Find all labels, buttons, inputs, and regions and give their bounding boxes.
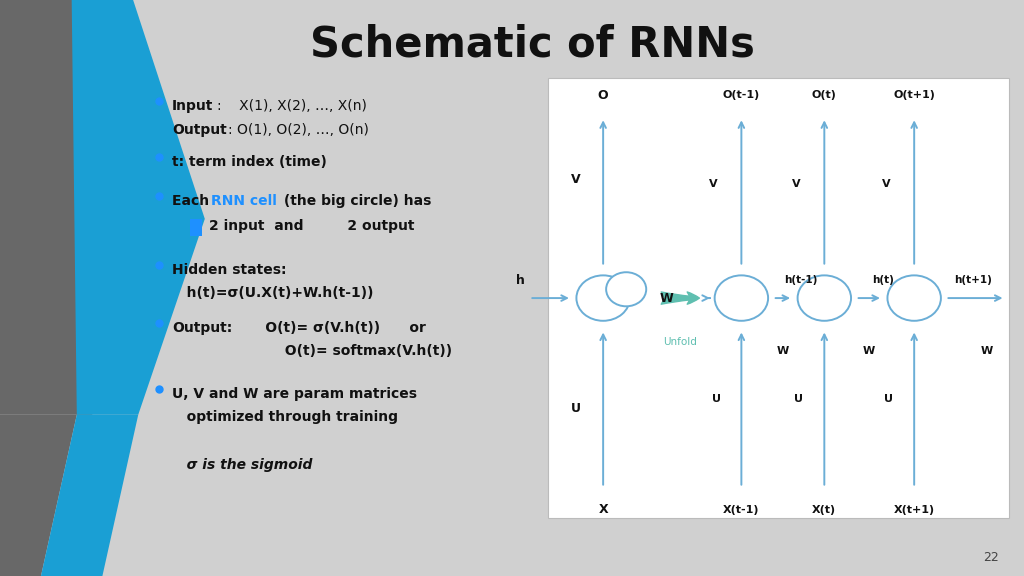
Ellipse shape <box>577 275 630 321</box>
Text: :    X(1), X(2), …, X(n): : X(1), X(2), …, X(n) <box>217 99 367 113</box>
Text: U, V and W are param matrices: U, V and W are param matrices <box>172 387 417 401</box>
Text: W: W <box>659 291 674 305</box>
Text: X: X <box>598 503 608 516</box>
Text: V: V <box>710 179 718 188</box>
Polygon shape <box>72 0 205 415</box>
Text: X(t): X(t) <box>812 505 837 514</box>
Text: 2 input  and         2 output: 2 input and 2 output <box>209 219 415 233</box>
Text: U: U <box>885 395 893 404</box>
Text: V: V <box>570 173 581 185</box>
Text: U: U <box>795 395 804 404</box>
Ellipse shape <box>715 275 768 321</box>
Text: σ is the sigmoid: σ is the sigmoid <box>172 458 312 472</box>
Text: X(t-1): X(t-1) <box>723 505 760 514</box>
Text: h(t): h(t) <box>872 275 894 286</box>
Text: O(t-1): O(t-1) <box>723 90 760 100</box>
Text: O(t)= softmax(V.h(t)): O(t)= softmax(V.h(t)) <box>236 344 452 358</box>
Text: O(t)= σ(V.h(t))      or: O(t)= σ(V.h(t)) or <box>236 321 425 335</box>
Text: V: V <box>793 179 801 188</box>
Text: X(t+1): X(t+1) <box>894 505 935 514</box>
FancyBboxPatch shape <box>190 219 202 236</box>
Text: Schematic of RNNs: Schematic of RNNs <box>310 23 755 65</box>
Text: W: W <box>777 346 788 356</box>
Text: h(t+1): h(t+1) <box>954 275 992 286</box>
Text: h(t-1): h(t-1) <box>783 275 817 286</box>
Text: O(t): O(t) <box>812 90 837 100</box>
Ellipse shape <box>798 275 851 321</box>
Text: Output: Output <box>172 123 226 137</box>
Text: V: V <box>883 179 891 188</box>
Text: U: U <box>570 401 581 415</box>
Text: Input: Input <box>172 99 213 113</box>
Text: t: term index (time): t: term index (time) <box>172 155 327 169</box>
FancyBboxPatch shape <box>548 78 1009 518</box>
Text: Each: Each <box>172 194 214 208</box>
Polygon shape <box>0 415 77 576</box>
Text: Output:: Output: <box>172 321 232 335</box>
Text: Hidden states:: Hidden states: <box>172 263 287 277</box>
Polygon shape <box>0 0 159 415</box>
Text: U: U <box>712 395 721 404</box>
Text: W: W <box>863 346 876 356</box>
Text: : O(1), O(2), …, O(n): : O(1), O(2), …, O(n) <box>228 123 370 137</box>
Text: h(t)=σ(U.X(t)+W.h(t-1)): h(t)=σ(U.X(t)+W.h(t-1)) <box>172 286 374 300</box>
Text: 22: 22 <box>983 551 998 564</box>
Text: (the big circle) has: (the big circle) has <box>279 194 431 208</box>
Text: O(t+1): O(t+1) <box>893 90 935 100</box>
Text: h: h <box>516 274 524 287</box>
Polygon shape <box>41 415 138 576</box>
Ellipse shape <box>888 275 941 321</box>
Text: RNN cell: RNN cell <box>211 194 276 208</box>
Ellipse shape <box>606 272 646 306</box>
Text: Unfold: Unfold <box>664 337 697 347</box>
Text: O: O <box>598 89 608 102</box>
Text: W: W <box>981 346 993 356</box>
Text: optimized through training: optimized through training <box>172 410 398 424</box>
